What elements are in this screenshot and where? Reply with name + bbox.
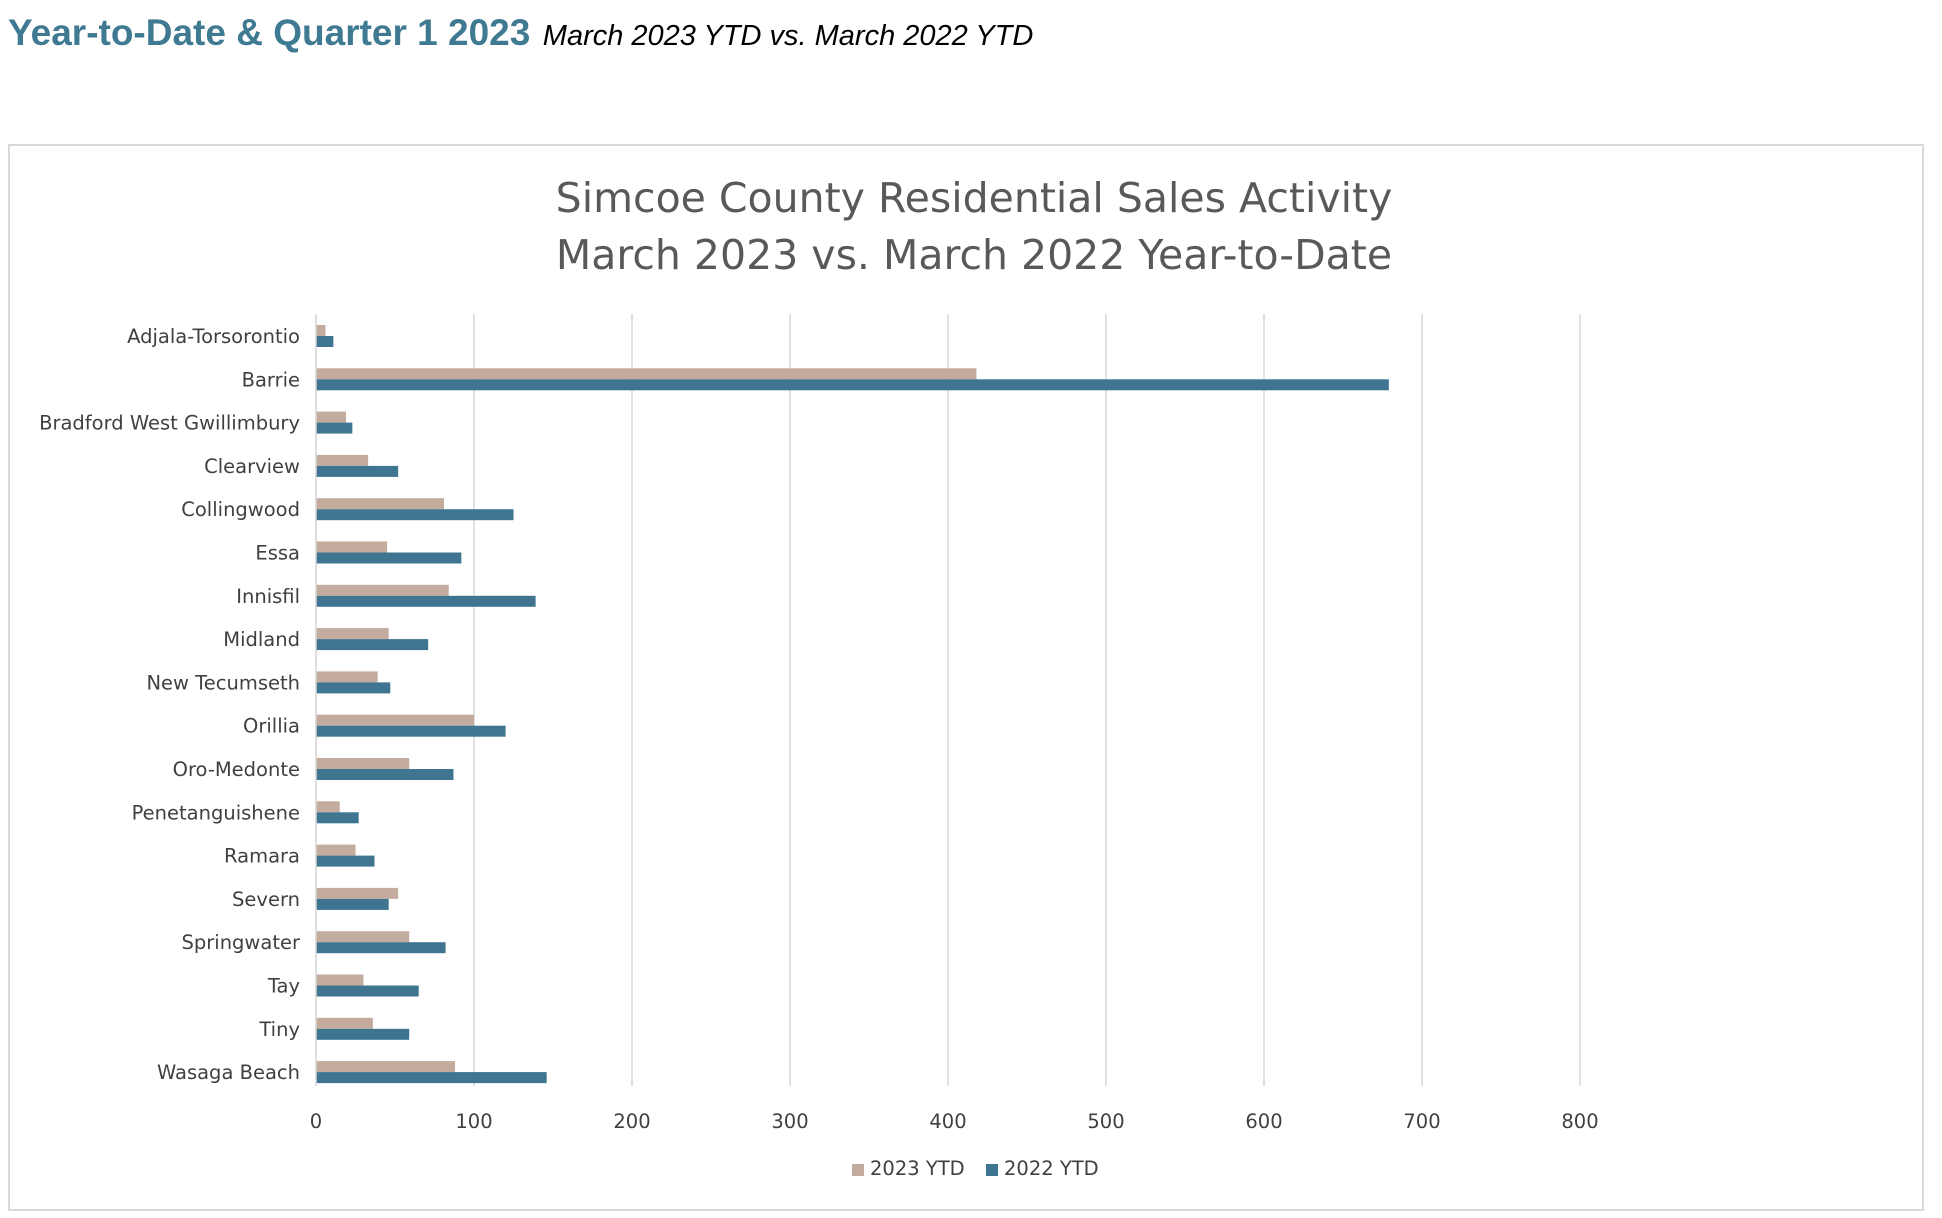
bar-2023 <box>316 325 326 336</box>
bar-2023 <box>316 454 369 466</box>
bar-2022 <box>316 639 429 651</box>
bar-2022 <box>316 595 536 607</box>
category-label: Tay <box>267 975 300 998</box>
bar-2022 <box>316 855 375 867</box>
bar-2023 <box>316 411 347 423</box>
category-label: Adjala-Torsorontio <box>127 325 300 348</box>
bar-2022 <box>316 422 353 434</box>
bar-2023 <box>316 931 410 943</box>
category-label: Springwater <box>182 931 301 954</box>
bar-2022 <box>316 465 399 477</box>
bar-2022 <box>316 942 446 954</box>
category-label: Severn <box>232 888 300 911</box>
category-label: Oro-Medonte <box>173 758 300 781</box>
bar-2023 <box>316 498 444 510</box>
category-label: Clearview <box>204 455 300 478</box>
bar-2022 <box>316 769 454 780</box>
bar-2023 <box>316 974 364 986</box>
category-label: New Tecumseth <box>146 671 300 694</box>
bar-2023 <box>316 368 977 380</box>
bar-2023 <box>316 671 378 683</box>
bar-2023 <box>316 714 474 726</box>
x-tick-label: 700 <box>1403 1110 1440 1133</box>
legend-swatch-2023 <box>852 1164 864 1176</box>
page-header: Year-to-Date & Quarter 1 2023 March 2023… <box>8 12 1033 54</box>
x-tick-label: 800 <box>1561 1110 1598 1133</box>
category-label: Barrie <box>242 368 300 391</box>
x-tick-label: 200 <box>613 1110 650 1133</box>
bar-2022 <box>316 985 419 997</box>
category-label: Collingwood <box>181 498 300 521</box>
bar-2022 <box>316 812 359 824</box>
category-label: Penetanguishene <box>132 801 300 824</box>
x-tick-label: 300 <box>771 1110 808 1133</box>
page-subtitle: March 2023 YTD vs. March 2022 YTD <box>542 20 1034 52</box>
chart-title-line: Simcoe County Residential Sales Activity <box>556 174 1393 222</box>
bar-2022 <box>316 509 514 521</box>
x-tick-label: 500 <box>1087 1110 1124 1133</box>
bar-2022 <box>316 898 389 910</box>
category-label: Bradford West Gwillimbury <box>39 412 300 435</box>
bar-2022 <box>316 379 1389 391</box>
x-tick-label: 100 <box>455 1110 492 1133</box>
bar-2022 <box>316 336 334 347</box>
legend-swatch-2022 <box>986 1164 998 1176</box>
bar-chart: Simcoe County Residential Sales Activity… <box>39 174 1599 1180</box>
bar-2022 <box>316 682 391 694</box>
bar-2022 <box>316 1028 410 1040</box>
bar-2023 <box>316 541 388 553</box>
category-label: Wasaga Beach <box>157 1061 300 1084</box>
bar-2023 <box>316 584 449 596</box>
bar-2023 <box>316 801 340 813</box>
category-label: Ramara <box>224 845 300 868</box>
bar-2023 <box>316 628 389 640</box>
category-label: Essa <box>255 542 300 565</box>
category-label: Orillia <box>243 715 300 738</box>
bar-2023 <box>316 887 399 899</box>
legend-label: 2022 YTD <box>1004 1157 1099 1180</box>
chart-title-line: March 2023 vs. March 2022 Year-to-Date <box>556 231 1392 279</box>
chart-frame: Simcoe County Residential Sales Activity… <box>8 144 1924 1211</box>
category-label: Innisfil <box>236 585 300 608</box>
bar-2023 <box>316 844 356 856</box>
category-label: Midland <box>223 628 300 651</box>
bar-2023 <box>316 1061 456 1073</box>
bar-2022 <box>316 552 462 564</box>
x-tick-label: 600 <box>1245 1110 1282 1133</box>
category-label: Tiny <box>258 1018 300 1041</box>
x-tick-label: 0 <box>310 1110 322 1133</box>
x-tick-label: 400 <box>929 1110 966 1133</box>
bar-2023 <box>316 758 410 769</box>
bar-2022 <box>316 725 506 737</box>
bar-2023 <box>316 1017 373 1029</box>
legend-label: 2023 YTD <box>870 1157 965 1180</box>
page-title: Year-to-Date & Quarter 1 2023 <box>8 12 531 53</box>
bar-2022 <box>316 1072 547 1084</box>
